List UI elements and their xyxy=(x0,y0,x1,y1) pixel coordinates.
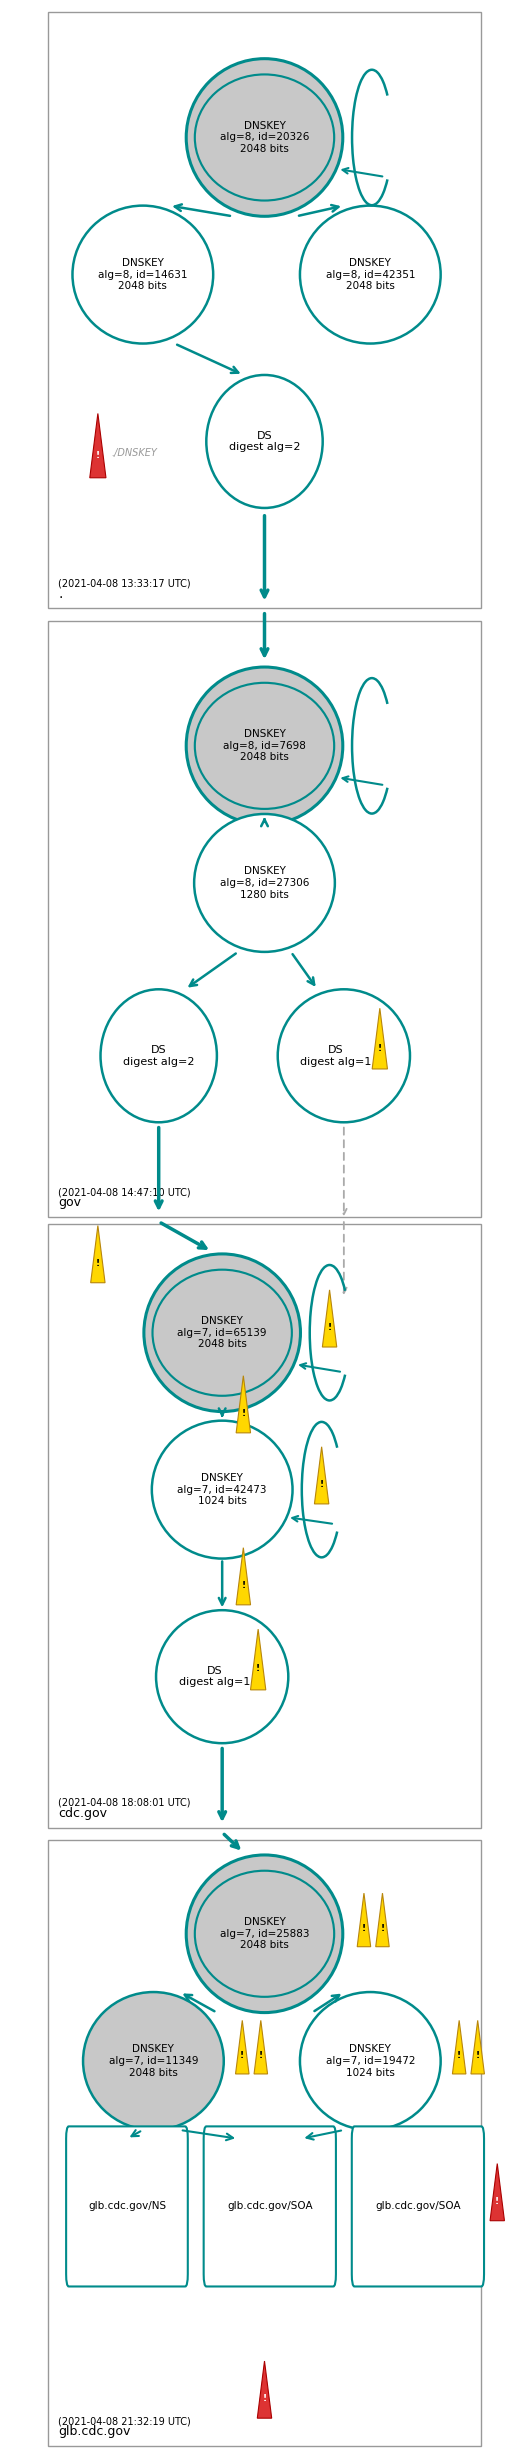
Text: DNSKEY
alg=8, id=7698
2048 bits: DNSKEY alg=8, id=7698 2048 bits xyxy=(223,729,306,764)
Polygon shape xyxy=(90,1227,105,1283)
Text: !: ! xyxy=(256,1665,260,1672)
Text: DNSKEY
alg=7, id=65139
2048 bits: DNSKEY alg=7, id=65139 2048 bits xyxy=(177,1315,267,1350)
Text: !: ! xyxy=(259,2052,263,2059)
Text: (2021-04-08 13:33:17 UTC): (2021-04-08 13:33:17 UTC) xyxy=(58,579,191,589)
Polygon shape xyxy=(90,414,106,478)
Ellipse shape xyxy=(186,1855,343,2012)
Text: !: ! xyxy=(457,2052,461,2059)
Polygon shape xyxy=(452,2020,466,2074)
Polygon shape xyxy=(357,1894,371,1946)
Polygon shape xyxy=(372,1007,387,1069)
Text: DNSKEY
alg=7, id=42473
1024 bits: DNSKEY alg=7, id=42473 1024 bits xyxy=(177,1473,267,1507)
Ellipse shape xyxy=(300,204,441,342)
Polygon shape xyxy=(257,2362,272,2419)
Text: glb.cdc.gov/SOA: glb.cdc.gov/SOA xyxy=(227,2202,313,2212)
Ellipse shape xyxy=(195,1872,334,1997)
Text: !: ! xyxy=(96,1259,100,1268)
Polygon shape xyxy=(235,2020,249,2074)
Polygon shape xyxy=(322,1291,337,1347)
Polygon shape xyxy=(376,1894,389,1946)
Bar xyxy=(48,1224,481,1828)
Ellipse shape xyxy=(186,667,343,825)
Polygon shape xyxy=(251,1628,266,1690)
Ellipse shape xyxy=(101,990,217,1123)
Ellipse shape xyxy=(206,374,323,507)
Text: (2021-04-08 18:08:01 UTC): (2021-04-08 18:08:01 UTC) xyxy=(58,1798,190,1808)
Bar xyxy=(48,1840,481,2446)
Text: ./DNSKEY: ./DNSKEY xyxy=(111,448,157,458)
Text: DNSKEY
alg=8, id=20326
2048 bits: DNSKEY alg=8, id=20326 2048 bits xyxy=(220,121,309,155)
Ellipse shape xyxy=(300,1993,441,2130)
Text: DS
digest alg=2: DS digest alg=2 xyxy=(123,1044,195,1066)
Text: glb.cdc.gov/NS: glb.cdc.gov/NS xyxy=(88,2202,166,2212)
Text: (2021-04-08 14:47:10 UTC): (2021-04-08 14:47:10 UTC) xyxy=(58,1187,191,1197)
Ellipse shape xyxy=(152,1271,292,1397)
Text: !: ! xyxy=(262,2394,267,2404)
Ellipse shape xyxy=(194,813,335,951)
Text: !: ! xyxy=(495,2197,499,2204)
Text: !: ! xyxy=(241,1581,245,1589)
Polygon shape xyxy=(471,2020,485,2074)
FancyBboxPatch shape xyxy=(352,2126,484,2286)
Ellipse shape xyxy=(278,990,410,1123)
Text: DNSKEY
alg=7, id=25883
2048 bits: DNSKEY alg=7, id=25883 2048 bits xyxy=(220,1916,309,1951)
Text: DNSKEY
alg=8, id=42351
2048 bits: DNSKEY alg=8, id=42351 2048 bits xyxy=(325,259,415,291)
Text: DNSKEY
alg=8, id=27306
1280 bits: DNSKEY alg=8, id=27306 1280 bits xyxy=(220,867,309,899)
Text: DS
digest alg=2: DS digest alg=2 xyxy=(229,431,300,453)
Ellipse shape xyxy=(186,59,343,217)
Polygon shape xyxy=(254,2020,268,2074)
Text: !: ! xyxy=(362,1924,366,1933)
Ellipse shape xyxy=(152,1421,293,1559)
FancyBboxPatch shape xyxy=(204,2126,336,2286)
Ellipse shape xyxy=(144,1254,300,1411)
Text: !: ! xyxy=(96,451,100,461)
Text: .: . xyxy=(58,586,62,601)
Text: !: ! xyxy=(380,1924,385,1933)
Ellipse shape xyxy=(83,1993,224,2130)
Polygon shape xyxy=(490,2163,505,2222)
Text: !: ! xyxy=(241,1409,245,1419)
Text: DNSKEY
alg=8, id=14631
2048 bits: DNSKEY alg=8, id=14631 2048 bits xyxy=(98,259,188,291)
Text: (2021-04-08 21:32:19 UTC): (2021-04-08 21:32:19 UTC) xyxy=(58,2416,191,2426)
Text: DS
digest alg=1: DS digest alg=1 xyxy=(300,1044,371,1066)
Ellipse shape xyxy=(195,682,334,808)
Text: DNSKEY
alg=7, id=19472
1024 bits: DNSKEY alg=7, id=19472 1024 bits xyxy=(325,2044,415,2079)
Text: cdc.gov: cdc.gov xyxy=(58,1808,107,1820)
FancyBboxPatch shape xyxy=(66,2126,188,2286)
Ellipse shape xyxy=(195,74,334,200)
Ellipse shape xyxy=(72,204,213,342)
Text: !: ! xyxy=(378,1044,382,1052)
Text: !: ! xyxy=(240,2052,244,2059)
Polygon shape xyxy=(236,1547,251,1606)
Text: glb.cdc.gov/SOA: glb.cdc.gov/SOA xyxy=(375,2202,461,2212)
Text: !: ! xyxy=(327,1323,332,1332)
Bar xyxy=(48,12,481,608)
Text: gov: gov xyxy=(58,1197,81,1209)
Polygon shape xyxy=(236,1377,251,1433)
Ellipse shape xyxy=(156,1611,288,1744)
Text: !: ! xyxy=(476,2052,480,2059)
Bar xyxy=(48,621,481,1217)
Text: DS
digest alg=1: DS digest alg=1 xyxy=(179,1665,250,1687)
Polygon shape xyxy=(314,1446,329,1505)
Text: !: ! xyxy=(320,1480,324,1488)
Text: glb.cdc.gov: glb.cdc.gov xyxy=(58,2426,131,2438)
Text: DNSKEY
alg=7, id=11349
2048 bits: DNSKEY alg=7, id=11349 2048 bits xyxy=(108,2044,198,2079)
